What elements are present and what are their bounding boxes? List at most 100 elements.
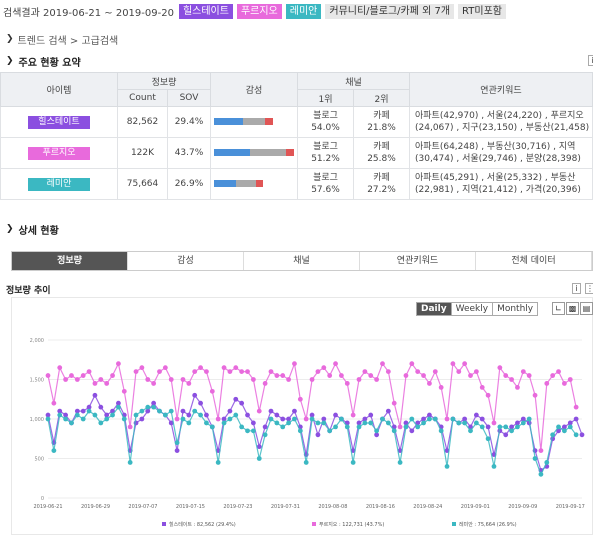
data-point: [227, 408, 233, 414]
info-icon[interactable]: i: [588, 55, 593, 66]
item-badge[interactable]: 레미안: [28, 177, 90, 191]
rank1-cell: 블로그 54.0%: [297, 106, 354, 138]
period-button-daily[interactable]: Daily: [416, 302, 452, 316]
tab-3[interactable]: 연관키워드: [360, 252, 476, 270]
data-point: [51, 448, 57, 453]
data-point: [497, 424, 503, 430]
data-point: [385, 408, 391, 414]
data-point: [538, 448, 544, 453]
tab-2[interactable]: 채널: [244, 252, 360, 270]
col-rank2: 2위: [353, 89, 410, 107]
x-tick-label: 2019-09-09: [508, 504, 537, 510]
data-point: [315, 432, 321, 438]
period-button-monthly[interactable]: Monthly: [492, 302, 539, 316]
data-point: [116, 404, 121, 410]
more-icon[interactable]: ⋮: [585, 283, 593, 294]
info-icon[interactable]: i: [572, 283, 581, 294]
data-point: [92, 392, 98, 398]
period-button-weekly[interactable]: Weekly: [450, 302, 494, 316]
data-point: [204, 369, 209, 374]
data-point: [579, 432, 585, 438]
data-point: [544, 381, 550, 386]
data-point: [286, 420, 291, 426]
data-point: [233, 412, 239, 418]
filter-tag[interactable]: RT미포함: [458, 3, 506, 19]
data-point: [245, 412, 250, 418]
data-point: [509, 428, 514, 434]
data-point: [80, 416, 86, 422]
data-point: [403, 424, 409, 430]
data-point: [391, 400, 397, 406]
data-point: [485, 392, 491, 398]
data-point: [174, 440, 180, 446]
legend-entry: 힐스테이트 : 82,562 (29.4%): [169, 521, 236, 528]
filter-tag[interactable]: 레미안: [285, 3, 322, 19]
data-point: [479, 424, 485, 430]
sentiment-cell: [210, 106, 298, 138]
data-point: [409, 416, 415, 422]
stacked-chart-icon[interactable]: ▤: [580, 302, 593, 315]
data-point: [473, 420, 479, 426]
sentiment-negative: [265, 118, 274, 125]
data-point: [51, 400, 57, 406]
data-point: [409, 428, 415, 434]
data-point: [186, 412, 192, 418]
data-point: [63, 377, 69, 382]
data-point: [110, 408, 115, 414]
data-point: [198, 412, 203, 418]
item-cell: 레미안: [0, 168, 118, 200]
data-point: [556, 369, 561, 374]
data-point: [192, 392, 198, 398]
data-point: [526, 373, 532, 378]
data-point: [98, 377, 104, 382]
data-point: [98, 404, 104, 410]
data-point: [380, 416, 385, 422]
data-point: [421, 420, 426, 426]
data-point: [245, 428, 250, 434]
data-point: [204, 412, 209, 418]
sov-cell: 26.9%: [167, 168, 211, 200]
data-point: [174, 448, 180, 453]
data-point: [262, 432, 268, 438]
data-point: [145, 377, 151, 382]
data-point: [503, 432, 509, 438]
data-point: [145, 404, 151, 410]
data-point: [297, 396, 303, 402]
data-point: [145, 408, 151, 414]
tab-4[interactable]: 전체 데이터: [476, 252, 592, 270]
filter-tag[interactable]: 힐스테이트: [178, 3, 233, 19]
tab-0[interactable]: 정보량: [12, 252, 128, 270]
data-point: [204, 420, 209, 426]
data-point: [74, 412, 80, 418]
data-point: [268, 416, 274, 422]
data-point: [292, 416, 297, 422]
bar-chart-icon[interactable]: ▩: [566, 302, 579, 315]
data-point: [256, 456, 262, 461]
data-point: [157, 369, 162, 374]
tab-1[interactable]: 감성: [128, 252, 244, 270]
data-point: [374, 377, 380, 382]
filter-tag[interactable]: 푸르지오: [236, 3, 282, 19]
data-point: [573, 416, 579, 422]
data-point: [215, 460, 221, 465]
topbar: 검색결과 2019-06-21 ~ 2019-09-20 힐스테이트 푸르지오 레미…: [0, 0, 593, 22]
keywords-line: 아파트(45,291) , 서울(25,332) , 부동산: [415, 173, 576, 183]
col-sentiment: 감성: [210, 72, 298, 107]
data-point: [344, 381, 350, 386]
data-point: [415, 420, 421, 426]
item-cell: 힐스테이트: [0, 106, 118, 138]
summary-table: 아이템 정보량 감성 채널 연관키워드 Count SOV 1위 2위 힐스테이…: [0, 72, 593, 200]
item-badge[interactable]: 힐스테이트: [28, 115, 90, 129]
data-point: [239, 369, 245, 374]
item-badge[interactable]: 푸르지오: [28, 146, 90, 160]
col-count: Count: [117, 89, 168, 107]
sentiment-neutral: [236, 180, 257, 187]
data-point: [104, 381, 110, 386]
x-tick-label: 2019-07-07: [128, 504, 157, 510]
filter-tag[interactable]: 커뮤니티/블로그/카페 외 7개: [325, 3, 455, 19]
line-chart-icon[interactable]: ∟: [552, 302, 565, 315]
data-point: [385, 420, 391, 426]
x-tick-label: 2019-08-08: [318, 504, 347, 510]
sentiment-bar: [214, 149, 294, 156]
channel-pct: 25.8%: [367, 154, 396, 164]
